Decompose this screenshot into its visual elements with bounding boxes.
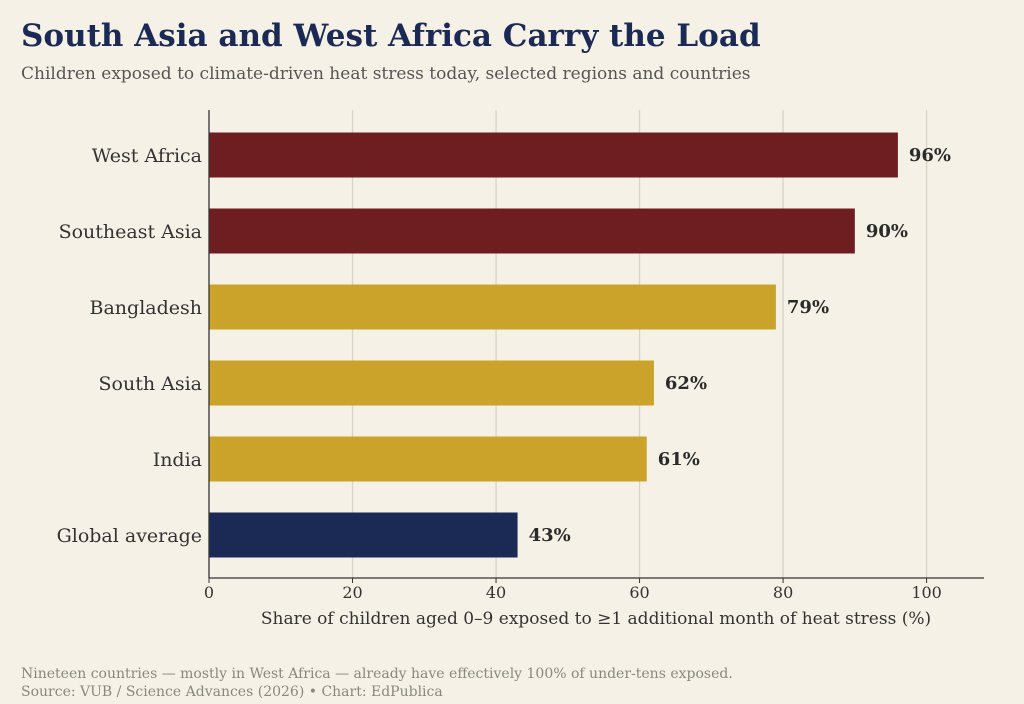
bar-value-label: 90% [866,221,908,242]
bar [209,208,855,254]
chart-subtitle: Children exposed to climate-driven heat … [21,64,751,84]
bar-value-label: 61% [658,449,700,470]
category-label: South Asia [99,373,202,395]
bar [209,360,654,406]
category-labels: West Africa Southeast Asia Bangladesh South… [57,145,202,547]
x-tick-label: 80 [773,583,793,602]
category-label: West Africa [92,145,202,167]
x-tick-label: 100 [911,583,942,602]
bars [209,132,898,558]
bar-value-labels: 96% 90% 79% 62% 61% 43% [529,145,951,546]
gridlines [351,110,928,578]
category-label: Southeast Asia [59,221,202,243]
bar [209,284,776,330]
footer-source: Source: VUB / Science Advances (2026) • … [21,684,443,700]
chart-title: South Asia and West Africa Carry the Loa… [21,18,761,54]
axes: 0 20 40 60 80 100 [204,110,984,602]
bar [209,436,647,482]
x-tick-label: 40 [486,583,506,602]
bar-value-label: 79% [787,297,829,318]
x-tick-label: 60 [629,583,649,602]
bar [209,512,518,558]
category-label: Global average [57,525,202,547]
x-tick-label: 20 [342,583,362,602]
bar-value-label: 96% [909,145,951,166]
category-label: Bangladesh [90,297,203,319]
bar-value-label: 62% [665,373,707,394]
footer-note: Nineteen countries — mostly in West Afri… [21,666,733,682]
bar [209,132,898,178]
x-axis-label: Share of children aged 0–9 exposed to ≥1… [261,609,931,629]
bar-value-label: 43% [529,525,571,546]
category-label: India [153,449,202,471]
x-tick-label: 0 [204,583,214,602]
